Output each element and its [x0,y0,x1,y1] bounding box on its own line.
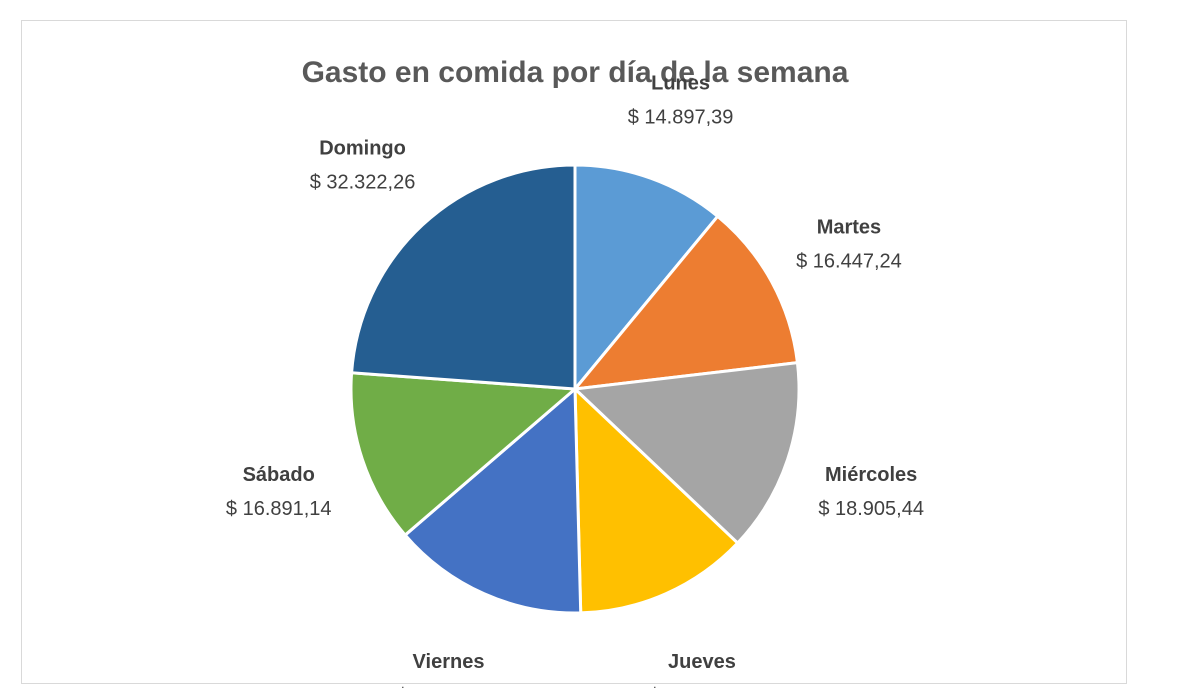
pie-slice-martes [573,214,799,391]
pie-slice-domingo [350,163,577,391]
chart-title: Gasto en comida por día de la semana [302,56,849,89]
pie-slice-lunes [573,163,720,391]
data-label-value-martes: $ 16.447,24 [796,251,902,273]
pie-slice-miercoles [573,361,801,545]
pie-data-labels: Lunes $ 14.897,39 Martes $ 16.447,24 Miércol… [226,72,924,688]
data-label-category-lunes: Lunes [651,72,710,94]
data-label-value-miercoles: $ 18.905,44 [818,498,924,520]
data-label-value-viernes: $ 19.117,11 [397,685,500,688]
pie-slice-sabado [349,371,577,537]
data-label-value-sabado: $ 16.891,14 [226,498,332,520]
pie-slice-jueves [573,387,740,615]
data-label-value-lunes: $ 14.897,39 [628,106,734,128]
data-label-category-viernes: Viernes [413,651,485,673]
data-label-category-miercoles: Miércoles [825,464,917,486]
data-label-category-jueves: Jueves [668,651,736,673]
data-label-category-martes: Martes [817,217,881,239]
data-label-category-sabado: Sábado [243,464,315,486]
data-label-value-domingo: $ 32.322,26 [310,172,416,194]
data-label-value-jueves: $ 16.977,36 [649,685,755,688]
pie-slices [349,163,801,615]
data-label-category-domingo: Domingo [319,138,406,160]
pie-slice-viernes [403,387,583,615]
